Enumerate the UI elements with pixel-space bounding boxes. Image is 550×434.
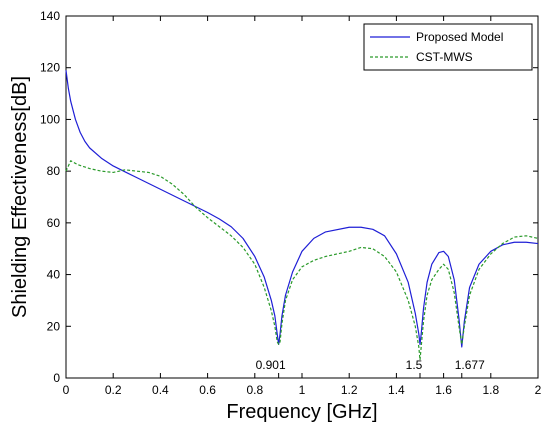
y-tick-label: 140 bbox=[40, 9, 60, 23]
legend-label-proposed-model: Proposed Model bbox=[416, 30, 503, 44]
x-tick-label: 0 bbox=[63, 383, 70, 397]
y-tick-label: 120 bbox=[40, 61, 60, 75]
y-tick-label: 80 bbox=[47, 164, 61, 178]
x-tick-label: 1.8 bbox=[482, 383, 499, 397]
annotation-label: 0.901 bbox=[256, 358, 286, 372]
x-axis-title: Frequency [GHz] bbox=[226, 401, 377, 423]
series-layer bbox=[65, 70, 539, 361]
x-tick-label: 1 bbox=[299, 383, 306, 397]
annotations: 0.901 1.5 1.677 bbox=[256, 358, 485, 378]
series-line-proposed-model bbox=[65, 70, 539, 348]
x-tick-label: 0.8 bbox=[246, 383, 263, 397]
y-tick-label: 40 bbox=[47, 268, 61, 282]
x-axis: 0 0.2 0.4 0.6 0.8 1 1.2 1.4 1.6 1.8 2 bbox=[63, 16, 542, 397]
x-tick-label: 2 bbox=[535, 383, 542, 397]
legend: Proposed Model CST-MWS bbox=[363, 23, 533, 71]
x-tick-label: 1.4 bbox=[388, 383, 405, 397]
annotation-label: 1.5 bbox=[406, 358, 423, 372]
y-tick-label: 20 bbox=[47, 319, 61, 333]
x-tick-label: 0.6 bbox=[199, 383, 216, 397]
annotation-label: 1.677 bbox=[455, 358, 485, 372]
y-axis: 0 20 40 60 80 100 120 140 bbox=[40, 9, 538, 385]
y-axis-title: Shielding Effectiveness[dB] bbox=[9, 76, 31, 318]
y-tick-label: 100 bbox=[40, 112, 60, 126]
y-tick-label: 60 bbox=[47, 216, 61, 230]
x-tick-label: 1.6 bbox=[435, 383, 452, 397]
x-tick-label: 1.2 bbox=[341, 383, 358, 397]
x-tick-label: 0.2 bbox=[105, 383, 122, 397]
y-tick-label: 0 bbox=[53, 371, 60, 385]
x-tick-label: 0.4 bbox=[152, 383, 169, 397]
legend-box bbox=[363, 23, 533, 71]
legend-label-cst-mws: CST-MWS bbox=[416, 50, 473, 64]
